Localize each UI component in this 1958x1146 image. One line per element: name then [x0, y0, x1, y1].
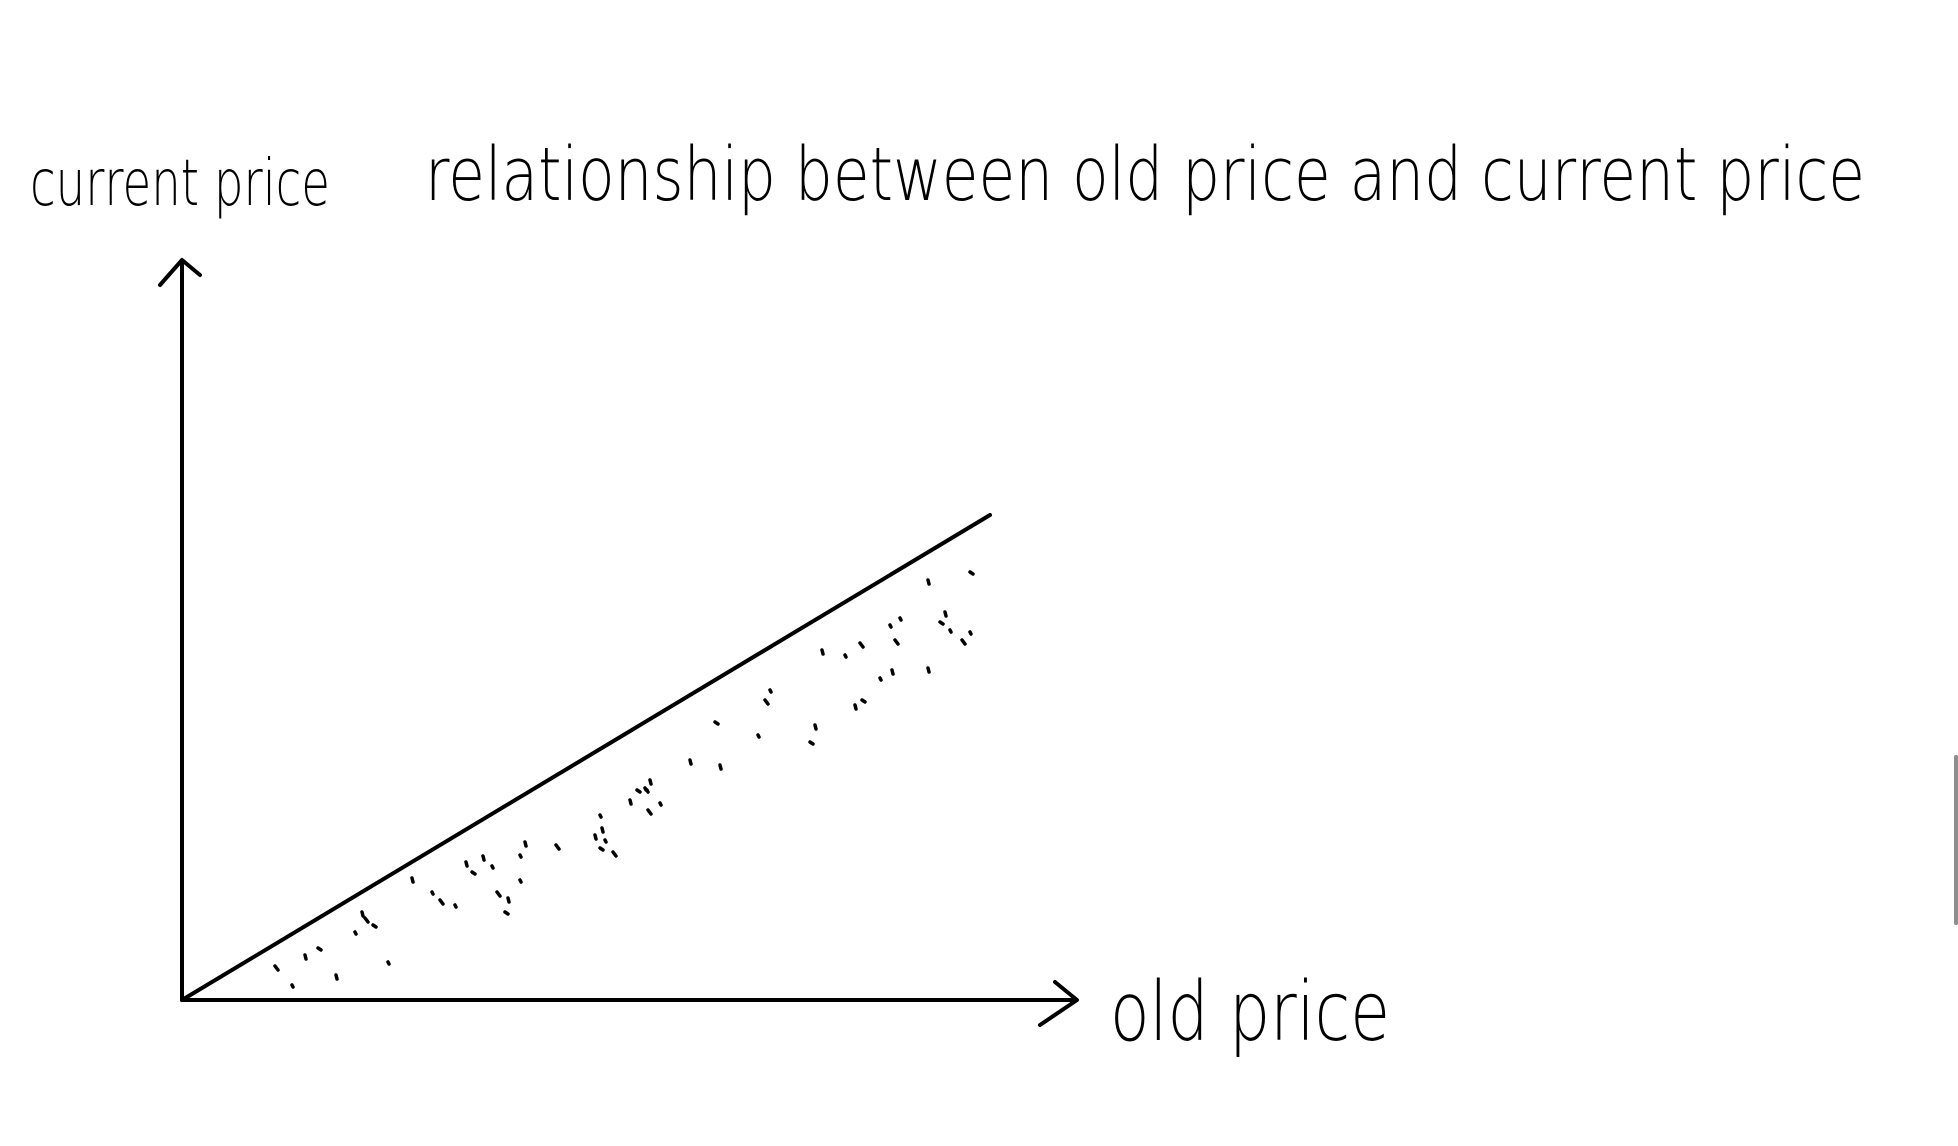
scatter-point — [503, 910, 510, 916]
scatter-point — [506, 896, 511, 904]
scatter-point — [898, 616, 903, 622]
scatter-point — [646, 808, 653, 816]
scatter-point — [598, 846, 605, 852]
scatter-points — [273, 570, 975, 989]
reference-line — [180, 513, 992, 1002]
scatter-point — [648, 778, 653, 786]
scatter-point — [490, 864, 495, 870]
scatter-point — [438, 898, 445, 906]
scatter-point — [363, 916, 370, 924]
scatter-point — [518, 853, 523, 859]
y-axis-arrowhead — [158, 258, 202, 287]
scatter-point — [843, 653, 848, 659]
scatter-point — [430, 890, 435, 896]
scatter-point — [888, 623, 893, 629]
scatter-point — [860, 698, 867, 704]
scatter-point — [858, 641, 865, 649]
y-axis-label: current price — [30, 147, 330, 221]
scrollbar[interactable] — [1954, 755, 1958, 925]
scatter-point — [316, 946, 323, 952]
scatter-point — [360, 910, 365, 918]
scatter-point — [968, 630, 973, 636]
scatter-point — [603, 838, 608, 844]
scatter-point — [763, 698, 770, 706]
scatter-point — [303, 953, 308, 961]
scatter-point — [926, 666, 931, 674]
scatter-point — [464, 860, 469, 868]
scatter-point — [290, 983, 295, 989]
scatter-point — [481, 854, 486, 862]
scatter-point — [926, 578, 931, 586]
scatter-point — [713, 720, 720, 726]
scatter-point — [968, 570, 975, 576]
scatter-point — [386, 960, 391, 966]
scatter-point — [948, 628, 953, 634]
scatter-point — [600, 826, 605, 834]
scatter-point — [688, 758, 693, 766]
scatter-point — [598, 813, 603, 819]
scatter-point — [890, 668, 895, 676]
scatter-point — [658, 801, 663, 807]
scatter-point — [813, 723, 818, 731]
scatter-point — [470, 870, 477, 876]
scatter-point — [853, 703, 858, 711]
scatter-point — [453, 903, 458, 909]
scatter-point — [808, 740, 815, 746]
scatter-point — [645, 788, 650, 794]
scatter-point — [611, 850, 618, 858]
scatter-point — [554, 843, 561, 851]
scatter-point — [273, 964, 280, 972]
diagram-title: relationship between old price and curre… — [425, 132, 1865, 218]
scatter-point — [768, 688, 773, 694]
scatter-point — [334, 973, 339, 981]
scatter-point — [960, 638, 967, 646]
scatter-point — [820, 648, 825, 656]
scatter-point — [756, 733, 761, 739]
scatter-point — [718, 763, 723, 771]
scatter-point — [893, 638, 900, 646]
scatter-point — [410, 876, 415, 884]
scatter-point — [518, 878, 523, 884]
scatter-point — [938, 620, 945, 626]
scatter-point — [878, 676, 883, 682]
scatter-point — [628, 798, 633, 806]
x-axis-arrowhead — [1038, 980, 1079, 1027]
scatter-point — [523, 840, 528, 848]
x-axis-label: old price — [1110, 965, 1390, 1060]
scatter-point — [635, 788, 642, 794]
scatter-point — [353, 930, 358, 936]
scatter-point — [495, 890, 502, 898]
scatter-point — [943, 610, 948, 618]
scatter-point — [371, 923, 378, 929]
scatter-point — [593, 833, 598, 841]
